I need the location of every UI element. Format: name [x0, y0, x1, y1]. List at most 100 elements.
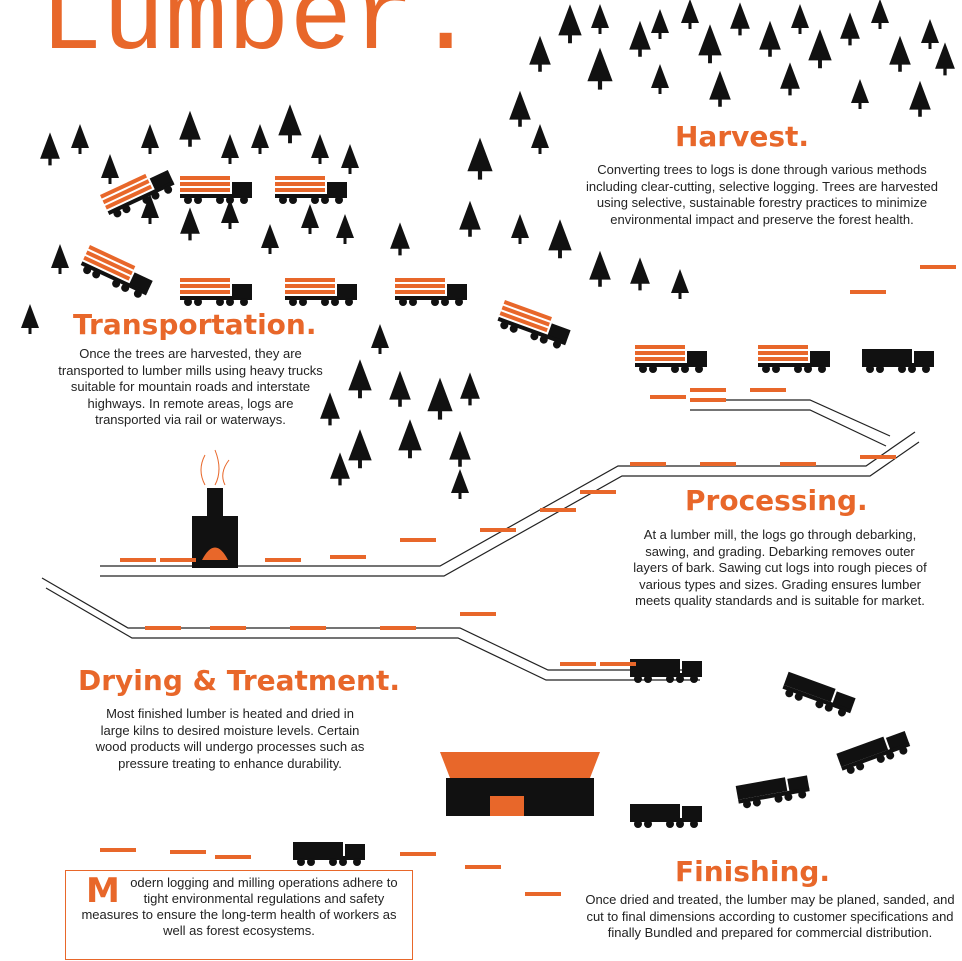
tree: [681, 0, 699, 29]
section-text: At a lumber mill, the logs go through de…: [630, 527, 930, 610]
tree: [460, 372, 480, 405]
section-heading: Harvest.: [675, 120, 809, 153]
wheel: [681, 365, 689, 373]
tree: [629, 21, 651, 57]
tree: [459, 201, 481, 237]
tree: [698, 24, 721, 63]
wheel: [908, 365, 916, 373]
tree: [311, 134, 329, 164]
wheel: [639, 365, 647, 373]
tree: [336, 214, 354, 244]
truck: [395, 278, 467, 306]
tree: [851, 79, 869, 109]
truck-cab: [682, 806, 702, 820]
log: [758, 351, 808, 355]
section-heading: Transportation.: [73, 308, 316, 341]
wheel: [321, 196, 329, 204]
tree: [630, 257, 650, 290]
log: [635, 357, 685, 361]
section-text: Once the trees are harvested, they are t…: [58, 346, 323, 429]
tree: [348, 359, 371, 398]
tree: [791, 4, 809, 34]
board: [525, 892, 561, 896]
truck: [293, 842, 365, 866]
log: [180, 278, 230, 282]
wheel: [329, 858, 337, 866]
log: [395, 278, 445, 282]
note-box: Modern logging and milling operations ad…: [65, 870, 413, 960]
log: [635, 345, 685, 349]
board: [650, 395, 686, 399]
note-text: odern logging and milling operations adh…: [81, 875, 397, 938]
tree: [671, 269, 689, 299]
wheel: [922, 365, 930, 373]
board: [330, 555, 366, 559]
tree: [509, 91, 531, 127]
log: [285, 290, 335, 294]
wheel: [184, 196, 192, 204]
trailer: [630, 804, 680, 818]
wheel: [676, 820, 684, 828]
log: [180, 284, 230, 288]
wheel: [289, 196, 297, 204]
tree: [709, 71, 731, 107]
truck: [180, 278, 252, 306]
kiln: [192, 450, 238, 568]
wheel: [279, 196, 287, 204]
wheel: [339, 858, 347, 866]
truck-cab: [687, 351, 707, 365]
wheel: [194, 196, 202, 204]
wheel: [690, 675, 698, 683]
board: [265, 558, 301, 562]
wheel: [455, 298, 463, 306]
wheel: [666, 675, 674, 683]
wheel: [299, 298, 307, 306]
wheel: [226, 196, 234, 204]
tree: [587, 48, 612, 90]
wheel: [695, 365, 703, 373]
board: [750, 388, 786, 392]
trailer: [630, 659, 680, 673]
tree: [467, 138, 492, 180]
log: [395, 284, 445, 288]
wheel: [898, 365, 906, 373]
wheel: [307, 858, 315, 866]
tree: [529, 36, 551, 72]
truck: [736, 773, 811, 809]
wheel: [772, 365, 780, 373]
conveyor: [690, 410, 886, 446]
board: [690, 398, 726, 402]
tree: [889, 36, 911, 72]
wheel: [634, 820, 642, 828]
truck-cab: [447, 284, 467, 298]
log: [180, 188, 230, 192]
wheel: [353, 858, 361, 866]
truck: [275, 176, 347, 204]
tree: [398, 419, 421, 458]
wheel: [690, 820, 698, 828]
tree: [427, 378, 452, 420]
truck: [285, 278, 357, 306]
board: [850, 290, 886, 294]
wheel: [409, 298, 417, 306]
wheel: [794, 365, 802, 373]
tree: [51, 244, 69, 274]
tree: [730, 2, 750, 35]
truck-cab: [232, 284, 252, 298]
log: [758, 345, 808, 349]
tree: [591, 4, 609, 34]
truck: [758, 345, 830, 373]
log: [180, 290, 230, 294]
wheel: [671, 365, 679, 373]
log: [275, 182, 325, 186]
tree: [511, 214, 529, 244]
wheel: [240, 196, 248, 204]
wheel: [345, 298, 353, 306]
truck: [862, 349, 934, 373]
wheel: [818, 365, 826, 373]
tree: [278, 104, 301, 143]
board: [860, 455, 896, 459]
tree: [180, 207, 200, 240]
tree: [141, 124, 159, 154]
truck: [836, 729, 912, 776]
